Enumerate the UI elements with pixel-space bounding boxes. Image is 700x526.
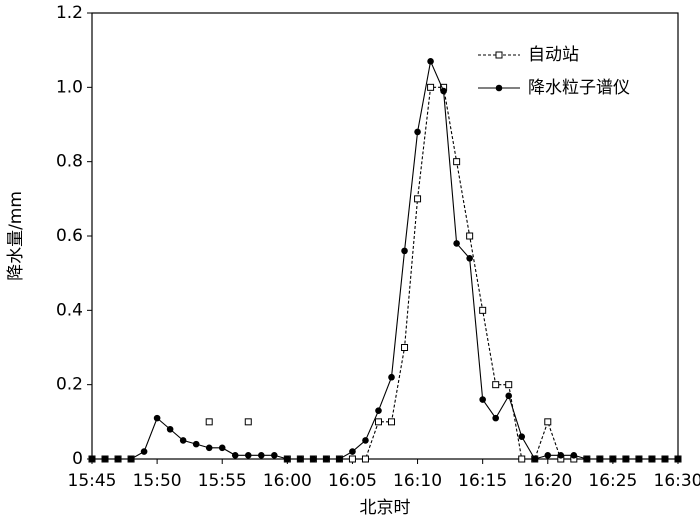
point [244,418,252,426]
point [492,414,499,422]
point [635,455,643,463]
legend-label: 自动站 [528,45,579,65]
point [114,455,122,463]
point [218,444,226,452]
point [453,158,461,166]
x-tick-label: 16:10 [393,471,442,491]
point [414,128,421,136]
x-tick-label: 15:50 [133,471,182,491]
point [349,448,356,455]
point [544,418,552,426]
x-tick-label: 16:00 [263,471,312,491]
y-tick-label: 1.2 [56,3,83,23]
point [374,418,382,426]
x-tick-label: 16:05 [328,471,377,491]
x-axis-label: 北京时 [360,498,411,518]
y-axis-label: 降水量/mm [6,191,26,281]
point [466,254,473,262]
point [127,455,135,463]
point [427,58,434,65]
point [284,455,291,463]
point [661,455,669,463]
point [518,455,526,463]
point [544,451,552,459]
point [140,448,148,455]
point [101,455,109,463]
point [336,455,343,463]
x-tick-label: 16:25 [588,471,637,491]
point [375,407,382,414]
point [192,440,200,448]
point [479,396,486,403]
point [570,451,578,459]
point [401,247,408,255]
point [166,425,174,433]
point [348,455,356,463]
y-tick-label: 1.0 [56,77,83,97]
y-tick-label: 0.8 [56,152,83,172]
point [674,455,682,463]
legend-label: 降水粒子谱仪 [528,78,630,98]
point [323,455,330,463]
point [271,451,278,459]
point [205,418,213,426]
y-tick-label: 0 [72,449,83,469]
point [440,87,447,95]
x-tick-label: 16:30 [654,471,700,491]
legend-marker [495,84,503,92]
point [310,455,317,463]
point [153,414,161,422]
point [505,381,513,389]
point [231,451,239,459]
point [362,437,369,444]
y-tick-label: 0.6 [56,226,83,246]
legend-marker [495,51,503,59]
point [557,451,565,459]
y-tick-label: 0.2 [56,375,83,395]
point [479,306,487,314]
point [466,232,474,240]
x-tick-label: 16:15 [458,471,507,491]
point [427,83,435,91]
point [518,433,526,441]
point [622,455,630,463]
point [505,392,513,400]
point [596,455,604,463]
point [297,455,304,463]
point [531,455,539,463]
x-tick-label: 15:55 [198,471,247,491]
point [205,444,213,452]
point [414,195,422,203]
point [492,381,500,389]
point [388,373,395,381]
point [609,455,617,463]
point [257,451,265,459]
point [401,344,409,351]
point [648,455,656,463]
series-line [92,59,678,460]
point [388,418,396,426]
series-line [92,86,678,460]
point [88,455,96,463]
point [361,455,369,463]
point [583,455,591,463]
x-tick-label: 15:45 [68,471,117,491]
x-tick-label: 16:20 [523,471,572,491]
point [179,437,187,444]
point [453,240,460,247]
y-tick-label: 0.4 [56,300,83,320]
point [244,451,252,459]
